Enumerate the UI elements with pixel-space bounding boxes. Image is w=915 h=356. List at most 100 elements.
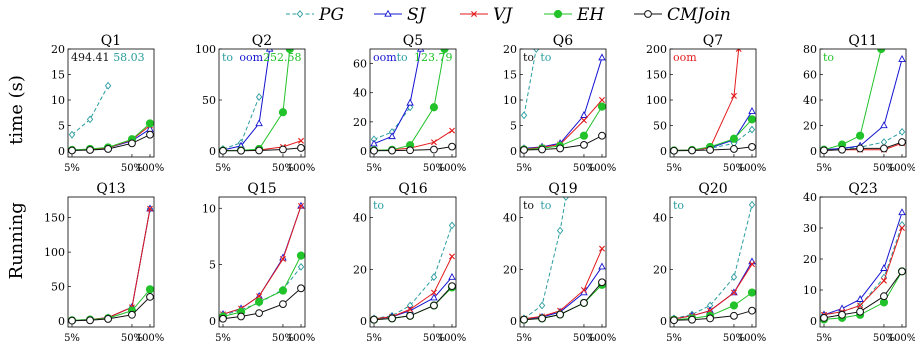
legend-item-sj: SJ	[374, 5, 427, 25]
legend-item-pg: PG	[286, 5, 344, 25]
panel-q19-point-cmjoin	[520, 315, 528, 324]
panel-q23-series	[820, 208, 906, 324]
panel-q23-ytick-label: 10	[803, 284, 817, 297]
panel-q20-ytick-label: 20	[653, 263, 667, 276]
panel-q5-point-cmjoin	[388, 146, 396, 155]
panel-q19-point-cmjoin	[598, 278, 606, 287]
panel-q15-point-cmjoin	[237, 312, 245, 321]
panel-q20-frame	[669, 196, 757, 328]
panel-q19-series	[520, 197, 606, 324]
panel-q5-frame	[369, 48, 457, 158]
panel-q23-line-vj	[823, 227, 903, 316]
panel-q20-series	[670, 200, 756, 325]
panel-q20-point-pg	[730, 273, 738, 281]
panel-q15-ytick-label: 5	[209, 259, 216, 272]
panel-q20-point-cmjoin	[748, 306, 756, 315]
panel-q20-ytick-label: 40	[653, 212, 667, 225]
panel-q5-title: Q5	[403, 33, 423, 49]
panel-q23: Q23 0 10 20 30 40 5% 50%100%	[803, 181, 915, 344]
panel-q13-xtick-label: 100%	[136, 333, 165, 344]
panel-q6-point-pg	[520, 111, 528, 120]
legend-label-sj: SJ	[407, 5, 427, 25]
panel-q1-point-eh	[145, 119, 154, 128]
legend-label-eh: EH	[576, 5, 605, 25]
panel-q5-point-sj	[406, 98, 414, 106]
panel-q19-point-cmjoin	[538, 314, 546, 323]
panel-q23-point-pg	[898, 220, 906, 229]
panel-q7-point-cmjoin	[730, 145, 738, 153]
panel-q6-point-eh	[597, 102, 606, 111]
panel-q13-ytick-label: 150	[44, 212, 65, 225]
panel-q5-point-cmjoin	[370, 146, 378, 155]
panel-q6-series	[520, 49, 606, 154]
panel-q19-line-pg	[523, 197, 567, 319]
panel-q2-point-cmjoin	[279, 145, 287, 154]
panel-q1-point-cmjoin	[128, 139, 136, 148]
panel-q1-point-pg	[68, 130, 76, 139]
panel-q7-ytick-label: 150	[646, 69, 667, 82]
legend-marker-vj	[471, 11, 477, 17]
legend-label-cmjoin: CMJoin	[667, 5, 731, 25]
panel-q15-point-vj	[298, 203, 304, 210]
panel-q2-ytick-label: 0	[209, 145, 216, 158]
panel-q7-point-vj	[730, 92, 737, 99]
panel-q6-point-cmjoin	[556, 144, 564, 153]
panel-q2-annotation: oom	[239, 51, 263, 64]
panel-q11-title: Q11	[848, 33, 877, 49]
panel-q1-ytick-label: 15	[51, 69, 65, 82]
panel-q6-point-cmjoin	[598, 131, 606, 140]
panel-q11-ytick-label: 40	[803, 94, 817, 107]
panel-q11-xtick-label: 100%	[888, 163, 915, 174]
panel-q6-point-cmjoin	[580, 140, 588, 149]
panel-q11-point-pg	[880, 138, 888, 146]
panel-q6: Q6 0 5 10 15 20 5% 50%100% to to	[503, 33, 616, 174]
panel-q2-frame	[218, 48, 306, 158]
panel-q2-xtick-label: 100%	[287, 163, 316, 174]
panel-q2-xtick-label: 5%	[215, 163, 231, 174]
panel-q23-point-sj	[880, 264, 888, 271]
panel-q23-point-cmjoin	[820, 314, 828, 322]
panel-q13-ytick-label: 100	[44, 246, 65, 259]
panel-q16-ytick-label: 20	[353, 263, 367, 276]
panel-q1-ytick-label: 0	[58, 145, 65, 158]
legend-item-vj: VJ	[460, 5, 513, 25]
legend-marker-sj	[384, 9, 392, 17]
panel-q15-point-vj	[256, 293, 263, 300]
panel-q2-xtick-label: 50%	[272, 163, 294, 174]
panel-q5-point-sj	[416, 49, 425, 52]
panel-q19-point-pg	[556, 226, 564, 235]
panel-q16-point-cmjoin	[370, 315, 378, 324]
panel-q7-series	[670, 49, 756, 155]
panel-q6-point-vj	[599, 97, 605, 103]
panel-q19-ytick-label: 40	[503, 212, 517, 225]
panel-q20-annotation: to	[673, 199, 684, 212]
panel-q2-point-vj	[298, 137, 304, 144]
panel-q23-xtick-label: 5%	[816, 333, 832, 344]
panel-q7-point-sj	[748, 106, 756, 114]
panel-q15: Q15 0 5 10 5% 50%100%	[202, 181, 315, 344]
panel-q16-point-cmjoin	[406, 311, 414, 320]
legend-marker-pg	[296, 10, 304, 18]
panel-q16-point-vj	[449, 253, 455, 260]
panel-q13-xtick-label: 5%	[64, 333, 80, 344]
legend-item-cmjoin: CMJoin	[634, 5, 731, 25]
panel-q15-series	[219, 201, 305, 323]
panel-q2-point-sj	[255, 119, 263, 127]
panel-q16-ytick-label: 0	[360, 315, 367, 328]
panel-q20-ytick-label: 0	[660, 315, 667, 328]
panel-q15-frame	[218, 196, 306, 328]
panel-q2-point-sj	[265, 49, 274, 52]
panel-q11-point-cmjoin	[820, 146, 828, 155]
panel-q16-ytick-label: 40	[353, 212, 367, 225]
panel-q6-line-sj	[523, 57, 603, 149]
panel-q15-point-eh	[296, 251, 305, 260]
panel-q19-point-pg	[538, 301, 546, 310]
panel-q1-frame	[67, 48, 155, 158]
panel-q20-point-cmjoin	[730, 311, 738, 320]
panel-q23-point-vj	[857, 302, 864, 309]
panel-q2-title: Q2	[252, 33, 272, 49]
panel-q1-point-pg	[104, 81, 112, 90]
panel-q5-ytick-label: 60	[353, 58, 367, 71]
panel-q19-point-vj	[580, 287, 587, 293]
panel-q6-point-eh	[579, 131, 589, 140]
